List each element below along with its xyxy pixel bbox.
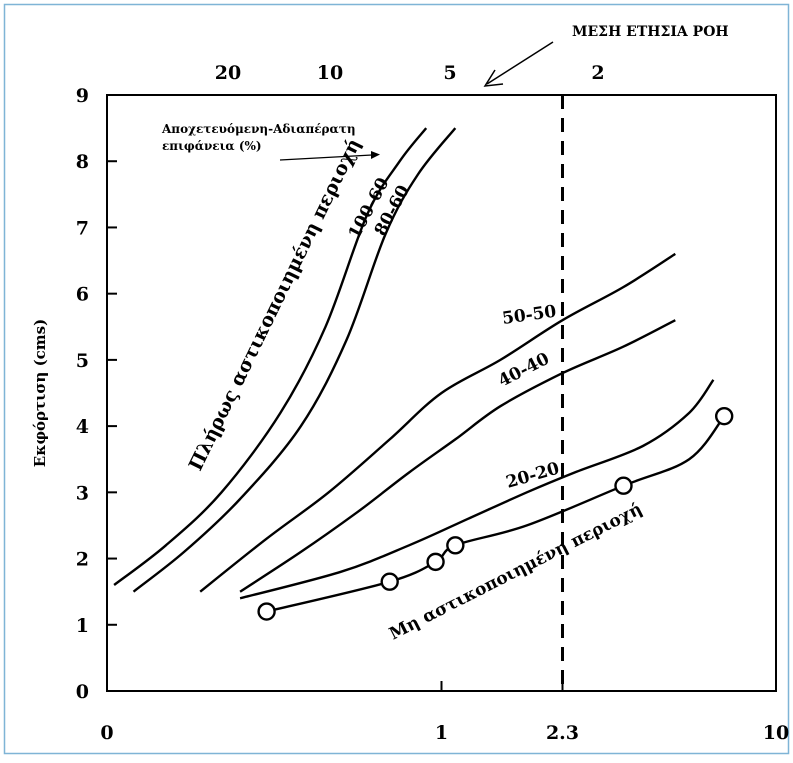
top-tick-label: 2	[591, 62, 604, 84]
x-tick-label: 1	[435, 722, 448, 744]
series-line-80-60	[132, 127, 457, 593]
data-marker	[257, 602, 276, 621]
mean-flow-label: ΜΕΣΗ ΕΤΗΣΙΑ ΡΟΗ	[572, 24, 729, 40]
data-markers	[257, 406, 734, 621]
top-tick-label: 20	[215, 62, 241, 84]
top-tick-label: 10	[317, 62, 343, 84]
series-label-40-40: 40-40	[495, 349, 553, 392]
series-label-20-20: 20-20	[504, 459, 562, 493]
series-line-100-60	[113, 127, 428, 586]
legend-note-line1: Αποχετευόμενη-Αδιαπέρατη	[161, 122, 356, 136]
y-tick-label: 7	[76, 217, 89, 239]
series-line-20-20	[239, 379, 715, 600]
legend-note-line2: επιφάνεια (%)	[162, 139, 262, 153]
series-lines	[113, 127, 726, 613]
x-tick-label: 2.3	[546, 722, 579, 744]
x-axis-top: 20 10 5 2	[215, 62, 605, 84]
series-line-40-40	[239, 319, 676, 593]
figure-border	[3, 3, 790, 755]
data-marker	[446, 536, 465, 555]
y-axis: 0 1 2 3 4 5 6 7 8 9	[76, 85, 117, 703]
y-axis-title: Εκφόρτιση (cms)	[31, 319, 49, 467]
y-tick-label: 4	[76, 416, 89, 438]
mean-flow-arrow	[483, 41, 554, 87]
y-tick-label: 2	[76, 549, 89, 571]
y-tick-label: 1	[76, 615, 89, 637]
y-tick-label: 5	[76, 350, 89, 372]
series-label-50-50: 50-50	[501, 302, 558, 329]
x-tick-label: 10	[763, 722, 789, 744]
data-marker	[426, 552, 445, 572]
y-tick-label: 3	[76, 482, 89, 504]
y-tick-label: 9	[76, 85, 89, 107]
data-marker	[380, 572, 399, 591]
series-line-50-50	[199, 252, 676, 593]
x-axis-bottom: 0 1 2.3 10	[100, 681, 789, 744]
y-tick-label: 0	[76, 681, 89, 703]
x-tick-label: 0	[100, 722, 113, 744]
legend-note-arrow	[279, 151, 380, 161]
data-marker	[614, 476, 633, 495]
y-tick-label: 8	[76, 151, 89, 173]
data-marker	[714, 406, 734, 426]
non-urban-area-label: Μη αστικοποιημένη περιοχή	[386, 499, 645, 644]
y-tick-label: 6	[76, 284, 89, 306]
top-tick-label: 5	[443, 62, 456, 84]
